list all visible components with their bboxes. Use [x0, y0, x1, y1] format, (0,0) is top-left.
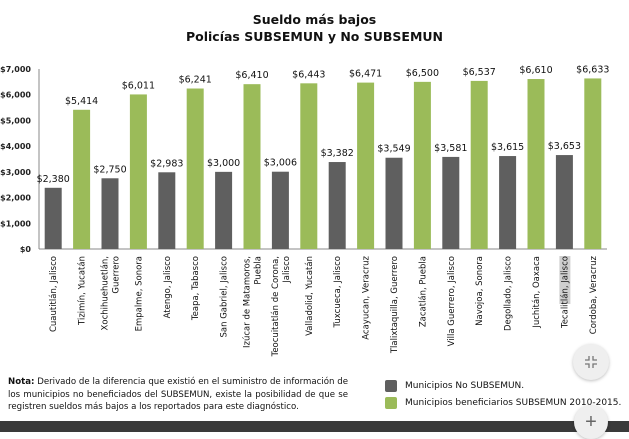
category-label: Villa Guerrero, Jalisco	[447, 256, 457, 346]
data-label: $6,011	[122, 80, 155, 91]
bar	[158, 172, 176, 249]
y-tick-label: $5,000	[0, 116, 31, 125]
category-label: Cuautitlán, Jalisco	[49, 256, 59, 332]
data-label: $3,006	[264, 158, 297, 169]
data-label: $2,380	[37, 174, 70, 185]
collapse-icon	[585, 356, 597, 368]
data-label: $6,410	[235, 70, 268, 81]
category-label: Empalme, Sonora	[134, 256, 144, 331]
legend-label-subsemun: Municipios beneficiarios SUBSEMUN 2010-2…	[405, 397, 622, 408]
data-label: $6,471	[349, 69, 382, 80]
note-text: Nota: Derivado de la diferencia que exis…	[8, 376, 348, 414]
legend-item-subsemun: Municipios beneficiarios SUBSEMUN 2010-2…	[385, 394, 621, 411]
bottom-toolbar	[0, 421, 629, 432]
data-label: $6,610	[519, 65, 552, 76]
category-label: Tecalitlán, Jalisco	[560, 256, 570, 329]
category-label: Atengo, Jalisco	[163, 256, 173, 318]
category-label: Guerrero	[112, 256, 122, 294]
bar	[357, 82, 375, 249]
plus-icon: +	[585, 410, 597, 433]
y-tick-label: $1,000	[0, 219, 31, 228]
category-label: Degollado, Jalisco	[504, 256, 514, 331]
chart-title: Sueldo más bajos	[252, 12, 377, 27]
bar	[215, 171, 233, 249]
bar	[385, 157, 403, 249]
bar	[129, 94, 147, 249]
category-label: Izúcar de Matamoros,	[243, 256, 253, 348]
data-label: $6,633	[576, 64, 609, 75]
data-label: $3,581	[434, 143, 467, 154]
y-tick-label: $2,000	[0, 194, 31, 203]
category-label: Navojoa, Sonora	[475, 256, 485, 326]
data-label: $6,500	[406, 68, 439, 79]
category-label: Puebla	[254, 256, 264, 285]
bar	[186, 88, 204, 249]
category-label: Jalisco	[282, 256, 292, 284]
collapse-button[interactable]	[573, 344, 609, 380]
chart-subtitle: Policías SUBSEMUN y No SUBSEMUN	[185, 29, 444, 44]
note-label: Nota:	[8, 377, 35, 387]
bar	[73, 109, 91, 249]
y-tick-label: $0	[20, 245, 32, 254]
data-label: $2,750	[93, 164, 126, 175]
category-label: Teocuitatlán de Corona,	[271, 256, 281, 357]
bar	[44, 187, 62, 249]
legend-swatch-gray	[385, 379, 397, 392]
y-tick-label: $4,000	[0, 142, 31, 151]
category-label: Zacatlán, Puebla	[418, 256, 428, 327]
bar	[584, 78, 602, 250]
bar	[328, 162, 346, 249]
zoom-in-button[interactable]: +	[574, 405, 608, 439]
category-label: Juchitán, Oaxaca	[532, 256, 542, 329]
data-label: $5,414	[65, 96, 98, 107]
category-label: Xochihuehuetlán,	[101, 256, 111, 330]
data-label: $6,537	[463, 67, 496, 78]
category-label: Tizimín, Yucatán	[78, 256, 88, 326]
bar	[527, 79, 545, 250]
data-label: $3,549	[377, 144, 410, 155]
y-tick-label: $3,000	[0, 168, 31, 177]
legend-swatch-green	[385, 396, 397, 409]
category-label: Cordoba, Veracruz	[589, 255, 599, 334]
text-selection-highlight	[559, 256, 571, 304]
category-label: Valladolid, Yucatán	[305, 256, 315, 336]
note-body: Derivado de la diferencia que existió en…	[8, 377, 348, 412]
bar	[300, 83, 318, 249]
legend-item-no-subsemun: Municipios No SUBSEMUN.	[385, 377, 621, 394]
data-label: $6,443	[292, 69, 325, 80]
y-tick-label: $7,000	[0, 65, 31, 74]
y-tick-label: $6,000	[0, 91, 31, 100]
category-label: Acayucan, Veracruz	[362, 255, 372, 339]
data-label: $6,241	[179, 75, 212, 86]
legend: Municipios No SUBSEMUN. Municipios benef…	[385, 377, 621, 411]
bar	[499, 156, 517, 249]
data-label: $3,653	[548, 141, 581, 152]
data-label: $3,000	[207, 158, 240, 169]
data-label: $3,615	[491, 142, 524, 153]
bar	[555, 155, 573, 249]
bar	[470, 80, 488, 249]
category-label: Tuxcueca, Jalisco	[333, 256, 343, 329]
category-label: Teapa, Tabasco	[191, 256, 201, 321]
legend-label-no-subsemun: Municipios No SUBSEMUN.	[405, 380, 525, 391]
category-label: San Gabriel, Jalisco	[220, 256, 230, 337]
bar	[101, 178, 119, 249]
bar	[243, 84, 261, 250]
category-label: Tlalixtaquilla, Guerrero	[390, 256, 400, 354]
data-label: $2,983	[150, 158, 183, 169]
bar	[271, 171, 289, 249]
data-label: $3,382	[321, 148, 354, 159]
bar	[442, 156, 460, 249]
bar	[413, 81, 431, 249]
